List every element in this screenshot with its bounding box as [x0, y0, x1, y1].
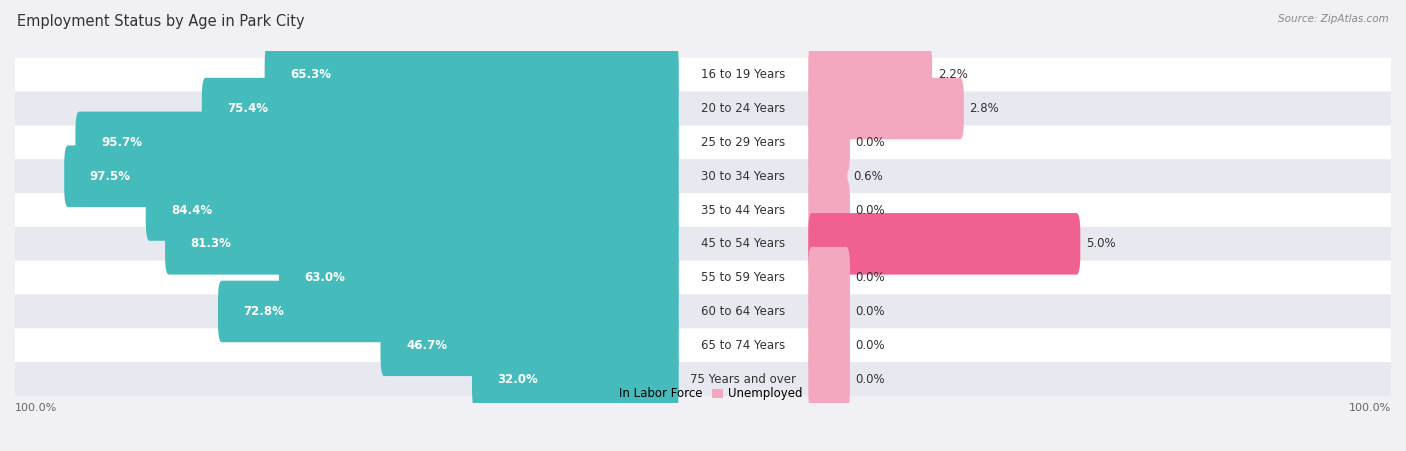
FancyBboxPatch shape	[808, 111, 851, 173]
Text: 0.6%: 0.6%	[853, 170, 883, 183]
Text: 2.8%: 2.8%	[970, 102, 1000, 115]
FancyBboxPatch shape	[808, 44, 932, 106]
Text: 60 to 64 Years: 60 to 64 Years	[702, 305, 786, 318]
FancyBboxPatch shape	[15, 58, 1391, 92]
FancyBboxPatch shape	[202, 78, 679, 139]
FancyBboxPatch shape	[808, 348, 851, 410]
Text: 5.0%: 5.0%	[1085, 237, 1115, 250]
Text: 63.0%: 63.0%	[305, 271, 346, 284]
Text: 0.0%: 0.0%	[855, 305, 886, 318]
FancyBboxPatch shape	[808, 281, 851, 342]
Text: 45 to 54 Years: 45 to 54 Years	[702, 237, 786, 250]
Text: 0.0%: 0.0%	[855, 271, 886, 284]
FancyBboxPatch shape	[218, 281, 679, 342]
FancyBboxPatch shape	[15, 92, 1391, 125]
FancyBboxPatch shape	[15, 261, 1391, 295]
Text: 20 to 24 Years: 20 to 24 Years	[702, 102, 786, 115]
Text: 100.0%: 100.0%	[15, 404, 58, 414]
FancyBboxPatch shape	[15, 362, 1391, 396]
Text: 75.4%: 75.4%	[228, 102, 269, 115]
FancyBboxPatch shape	[15, 193, 1391, 227]
FancyBboxPatch shape	[808, 213, 1080, 275]
Text: 0.0%: 0.0%	[855, 136, 886, 149]
FancyBboxPatch shape	[15, 159, 1391, 193]
FancyBboxPatch shape	[15, 328, 1391, 362]
FancyBboxPatch shape	[808, 78, 965, 139]
FancyBboxPatch shape	[808, 247, 851, 308]
Text: 46.7%: 46.7%	[406, 339, 447, 352]
Text: 95.7%: 95.7%	[101, 136, 142, 149]
FancyBboxPatch shape	[165, 213, 679, 275]
Text: 81.3%: 81.3%	[191, 237, 232, 250]
Text: 32.0%: 32.0%	[498, 373, 538, 386]
Text: 72.8%: 72.8%	[243, 305, 284, 318]
FancyBboxPatch shape	[808, 179, 851, 241]
FancyBboxPatch shape	[146, 179, 679, 241]
FancyBboxPatch shape	[278, 247, 679, 308]
Text: 0.0%: 0.0%	[855, 373, 886, 386]
Text: 16 to 19 Years: 16 to 19 Years	[702, 68, 786, 81]
Text: 25 to 29 Years: 25 to 29 Years	[702, 136, 786, 149]
Text: 65.3%: 65.3%	[290, 68, 332, 81]
FancyBboxPatch shape	[15, 227, 1391, 261]
FancyBboxPatch shape	[15, 125, 1391, 159]
Text: 0.0%: 0.0%	[855, 339, 886, 352]
Text: 97.5%: 97.5%	[90, 170, 131, 183]
Legend: In Labor Force, Unemployed: In Labor Force, Unemployed	[605, 387, 801, 400]
Text: 30 to 34 Years: 30 to 34 Years	[702, 170, 786, 183]
Text: 100.0%: 100.0%	[1348, 404, 1391, 414]
Text: 55 to 59 Years: 55 to 59 Years	[702, 271, 786, 284]
Text: 65 to 74 Years: 65 to 74 Years	[702, 339, 786, 352]
Text: 84.4%: 84.4%	[172, 203, 212, 216]
FancyBboxPatch shape	[381, 314, 679, 376]
FancyBboxPatch shape	[65, 145, 679, 207]
Text: Source: ZipAtlas.com: Source: ZipAtlas.com	[1278, 14, 1389, 23]
Text: Employment Status by Age in Park City: Employment Status by Age in Park City	[17, 14, 305, 28]
FancyBboxPatch shape	[808, 314, 851, 376]
FancyBboxPatch shape	[264, 44, 679, 106]
Text: 75 Years and over: 75 Years and over	[690, 373, 796, 386]
FancyBboxPatch shape	[76, 111, 679, 173]
FancyBboxPatch shape	[472, 348, 679, 410]
Text: 35 to 44 Years: 35 to 44 Years	[702, 203, 786, 216]
FancyBboxPatch shape	[808, 145, 848, 207]
Text: 0.0%: 0.0%	[855, 203, 886, 216]
FancyBboxPatch shape	[15, 295, 1391, 328]
Text: 2.2%: 2.2%	[938, 68, 967, 81]
